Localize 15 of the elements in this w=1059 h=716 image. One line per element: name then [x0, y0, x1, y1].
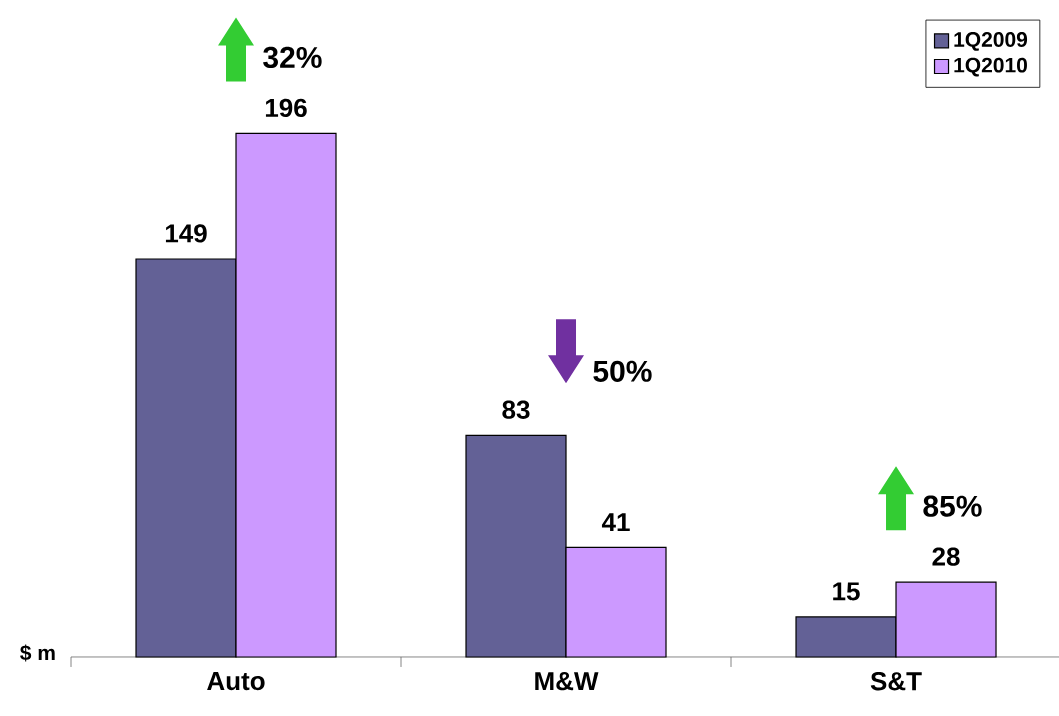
data-label: 15	[833, 582, 860, 601]
x-tick-label: M&W	[535, 672, 599, 691]
legend-label: 1Q2010	[954, 57, 1027, 77]
x-tick-label: S&T	[870, 672, 922, 691]
legend-label: 1Q2009	[954, 32, 1028, 51]
y-axis-title: $ m	[20, 644, 55, 662]
annotation: 85%	[923, 495, 982, 517]
data-label: 149	[165, 224, 207, 243]
annotation: 50%	[593, 360, 652, 382]
text: 32%	[263, 46, 322, 69]
data-label: 41	[601, 513, 630, 532]
data-label: 28	[932, 547, 960, 566]
x-tick-label: Auto	[207, 672, 265, 691]
data-label: 196	[265, 98, 307, 118]
data-label: 83	[502, 400, 530, 419]
